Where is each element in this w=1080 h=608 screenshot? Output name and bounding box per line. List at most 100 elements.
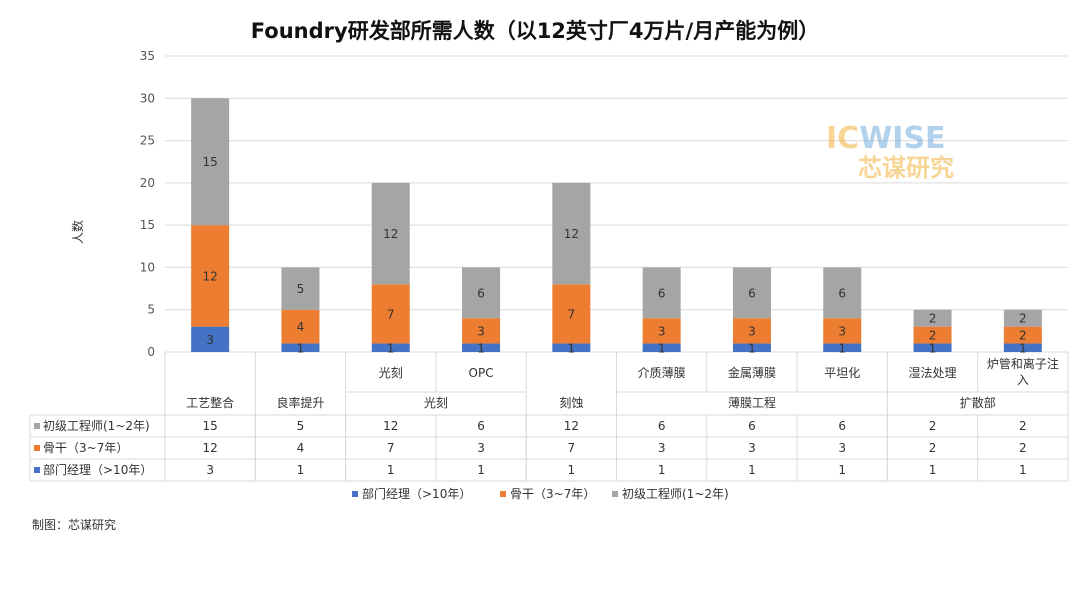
bar-segment	[281, 267, 320, 310]
table-cell: 2	[929, 419, 937, 433]
group-label: 光刻	[424, 396, 448, 410]
bar-segment	[552, 343, 591, 352]
y-tick-label: 5	[147, 303, 155, 317]
bar-segment	[1003, 309, 1042, 327]
subcategory-label: 平坦化	[824, 366, 860, 380]
data-label: 1	[748, 341, 756, 355]
table-legend-key	[34, 445, 40, 451]
data-label: 3	[748, 324, 756, 338]
y-tick-label: 10	[140, 260, 155, 274]
bar-segment	[823, 267, 862, 319]
table-cell: 2	[929, 441, 937, 455]
data-label: 3	[658, 324, 666, 338]
table-cell: 6	[477, 419, 485, 433]
table-cell: 15	[203, 419, 218, 433]
data-label: 2	[929, 312, 937, 326]
y-tick-label: 35	[140, 49, 155, 63]
bar-segment	[1003, 326, 1042, 344]
group-label: 薄膜工程	[728, 395, 776, 410]
y-axis-ticks: 0 5 10 15 20 25 30 35	[140, 49, 155, 359]
subcategory-label: 炉管和离子注入	[987, 356, 1059, 387]
subcategory-label: 光刻	[379, 366, 403, 380]
bar-segment	[281, 309, 320, 344]
data-label: 12	[564, 227, 579, 241]
watermark-logo-wise: WISE	[859, 121, 945, 156]
bar-segment	[371, 343, 410, 352]
data-label: 12	[203, 269, 218, 283]
table-cell: 1	[568, 463, 576, 477]
group-label: 良率提升	[276, 395, 324, 410]
chart-title: Foundry研发部所需人数（以12英寸厂4万片/月产能为例）	[251, 19, 819, 43]
table-cell: 1	[658, 463, 666, 477]
bar-segment	[642, 343, 681, 352]
bar-segment	[191, 326, 230, 352]
legend-swatch	[500, 491, 506, 497]
data-label: 6	[748, 286, 756, 300]
group-label: 工艺整合	[186, 395, 234, 410]
table-cell: 1	[297, 463, 305, 477]
data-label: 15	[203, 155, 218, 169]
y-tick-label: 20	[140, 176, 155, 190]
data-label: 3	[206, 333, 214, 347]
bar-segment	[732, 318, 771, 344]
data-label: 1	[297, 341, 305, 355]
table-cell: 1	[387, 463, 395, 477]
data-label: 6	[658, 286, 666, 300]
data-label: 3	[477, 324, 485, 338]
y-axis-label: 人数	[70, 220, 85, 244]
bar-segment	[1003, 343, 1042, 352]
bar-segment	[642, 318, 681, 344]
table-row-label: 初级工程师(1~2年)	[43, 418, 150, 433]
legend-label: 部门经理（>10年）	[362, 486, 471, 501]
data-table: 光刻 OPC 介质薄膜 金属薄膜 平坦化 湿法处理炉管和离子注入工艺整合 良率提升 光刻 刻蚀薄…	[29, 352, 1069, 482]
table-cell: 12	[383, 419, 398, 433]
y-tick-label: 0	[147, 345, 155, 359]
data-label: 1	[387, 341, 395, 355]
bar-segment	[913, 343, 952, 352]
subcategory-label: 金属薄膜	[728, 365, 776, 380]
table-legend-key	[34, 467, 40, 473]
bar-segment	[552, 182, 591, 285]
bar-segment	[462, 318, 501, 344]
table-cell: 3	[206, 463, 214, 477]
y-tick-label: 15	[140, 218, 155, 232]
bar-segment	[371, 182, 410, 285]
data-label: 7	[568, 307, 576, 321]
y-tick-label: 30	[140, 91, 155, 105]
y-tick-label: 25	[140, 134, 155, 148]
data-label: 1	[929, 341, 937, 355]
legend-label: 骨干（3~7年）	[510, 487, 595, 501]
bar-segment	[462, 343, 501, 352]
legend-swatch	[612, 491, 618, 497]
group-label: 扩散部	[960, 395, 996, 410]
bar-segment	[732, 267, 771, 319]
legend: 部门经理（>10年） 骨干（3~7年） 初级工程师(1~2年)	[352, 486, 729, 501]
data-label: 1	[1019, 341, 1027, 355]
table-cell: 1	[477, 463, 485, 477]
table-cell: 7	[568, 441, 576, 455]
table-cell: 2	[1019, 419, 1027, 433]
subcategory-label: OPC	[469, 366, 494, 380]
bar-segment	[913, 326, 952, 344]
data-label: 2	[1019, 312, 1027, 326]
watermark-logo-ic: IC	[826, 121, 859, 156]
data-label: 2	[1019, 329, 1027, 343]
data-label: 1	[568, 341, 576, 355]
subcategory-label: 介质薄膜	[638, 365, 686, 380]
legend-swatch	[352, 491, 358, 497]
bar-segment	[823, 343, 862, 352]
table-cell: 3	[477, 441, 485, 455]
data-label: 6	[838, 286, 846, 300]
data-label: 12	[383, 227, 398, 241]
bar-segment	[642, 267, 681, 319]
bar-segment	[371, 284, 410, 344]
data-label: 4	[297, 320, 305, 334]
table-cell: 3	[658, 441, 666, 455]
table-row-label: 部门经理（>10年）	[43, 462, 152, 477]
data-label: 1	[838, 341, 846, 355]
data-label: 1	[658, 341, 666, 355]
table-cell: 6	[658, 419, 666, 433]
legend-label: 初级工程师(1~2年)	[622, 486, 729, 501]
